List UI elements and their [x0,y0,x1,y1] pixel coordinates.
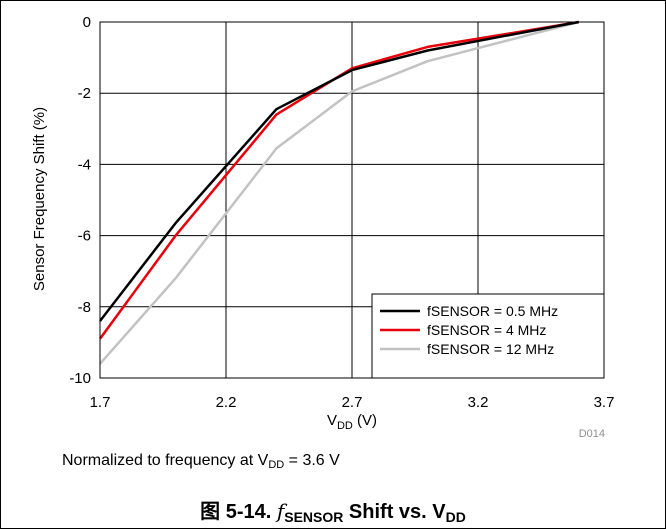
x-axis-label: VDD (V) [327,412,377,432]
y-tick-label: -10 [69,370,91,387]
legend-box [371,293,605,379]
x-axis-label-main: V [327,412,337,429]
plot-border [99,21,605,379]
y-tick-label: -8 [78,299,91,316]
caption-symbol-sub: SENSOR [284,509,344,525]
series-line [99,20,580,322]
x-axis-label-sub: DD [337,420,353,432]
y-axis-label: Sensor Frequency Shift (%) [31,107,48,291]
y-tick-label: -2 [78,85,91,102]
series-line [99,20,580,365]
note-prefix: Normalized to frequency at V [62,452,269,469]
x-axis-label-suffix: (V) [353,412,377,429]
legend-label: fSENSOR = 12 MHz [427,341,554,357]
chart-legend: fSENSOR = 0.5 MHz fSENSOR = 4 MHz fSENSOR … [371,293,605,379]
caption-prefix: 图 5-14. [200,501,277,523]
legend-label: fSENSOR = 0.5 MHz [427,303,558,319]
figure-code: D014 [579,428,605,440]
legend-label: fSENSOR = 4 MHz [427,322,546,338]
caption-symbol: f [276,499,285,523]
x-tick-label: 3.2 [468,394,489,411]
caption-middle: Shift vs. V [343,501,446,523]
x-tick-label: 2.7 [342,394,363,411]
line-chart: 1.7 2.2 2.7 3.2 3.7 0 -2 -4 -6 -8 -10 Sensor Frequ… [31,14,614,440]
y-tick-label: -4 [78,156,91,173]
normalization-note: Normalized to frequency at VDD = 3.6 V [62,452,340,471]
x-tick-label: 1.7 [90,394,111,411]
tick-labels: 1.7 2.2 2.7 3.2 3.7 0 -2 -4 -6 -8 -10 [69,14,614,411]
x-tick-label: 2.2 [216,394,237,411]
x-tick-label: 3.7 [594,394,615,411]
series-layer [98,20,580,365]
y-tick-label: -6 [78,228,91,245]
figure-caption: 图 5-14. fSENSOR Shift vs. VDD [0,495,666,525]
note-suffix: = 3.6 V [284,452,340,469]
series-line [98,20,580,340]
y-tick-label: 0 [83,14,91,31]
caption-end-sub: DD [445,509,466,525]
note-sub: DD [268,459,285,471]
